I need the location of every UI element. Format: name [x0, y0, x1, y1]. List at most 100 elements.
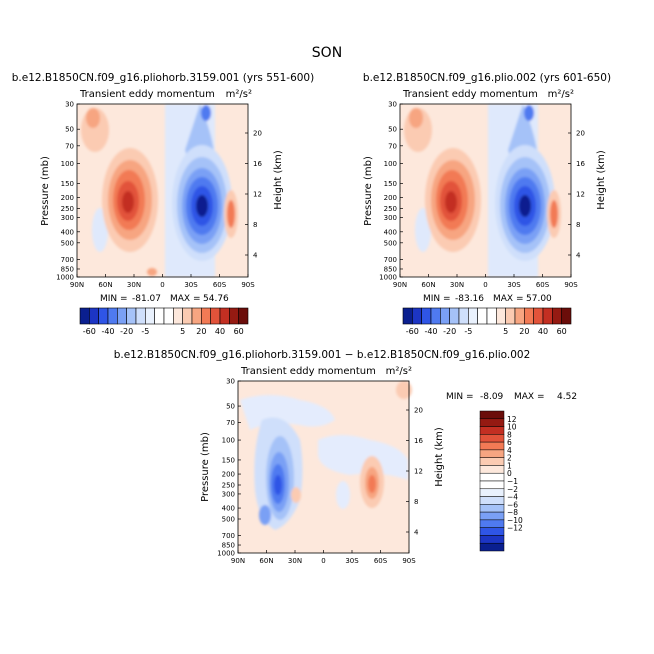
colorbar-swatch: [89, 307, 99, 325]
x-tick-label: 0: [321, 557, 325, 565]
page-title: SON: [312, 45, 342, 61]
right-tick-label: 8: [576, 221, 580, 229]
colorbar-swatch: [552, 307, 562, 325]
right-tick-label: 20: [576, 130, 585, 138]
colorbar-label: 60: [557, 327, 567, 336]
y-tick-label: 200: [222, 471, 235, 479]
y-tick-label: 250: [222, 482, 235, 490]
colorbar-label: −12: [507, 524, 523, 533]
colorbar-label: −8: [507, 508, 518, 517]
colorbar-label: −2: [507, 485, 518, 494]
colorbar-swatch: [479, 519, 505, 528]
panel-difference-subtitle: Transient eddy momentum: [240, 366, 376, 377]
panel-difference: b.e12.B1850CN.f09_g16.pliohorb.3159.001 …: [114, 349, 577, 565]
right-tick-label: 12: [253, 191, 262, 199]
x-tick-label: 30N: [127, 281, 141, 289]
x-tick-label: 30S: [345, 557, 359, 565]
y-tick-label: 50: [226, 403, 235, 411]
colorbar-swatch: [479, 527, 505, 536]
y-tick-label: 150: [384, 180, 397, 188]
panel-right-max-value: 57.00: [526, 294, 552, 304]
panel-right-max-label: MAX =: [493, 294, 524, 304]
colorbar-swatch: [479, 504, 505, 513]
panel-left-small-positive: [147, 268, 157, 276]
colorbar-label: 1: [507, 461, 512, 470]
right-tick-label: 4: [414, 529, 419, 537]
colorbar-swatch: [496, 307, 506, 325]
colorbar-swatch: [201, 307, 211, 325]
right-tick-label: 4: [253, 252, 258, 260]
colorbar-swatch: [514, 307, 525, 325]
right-tick-label: 8: [253, 221, 257, 229]
colorbar-label: 10: [507, 423, 517, 432]
y-tick-label: 400: [384, 228, 397, 236]
x-tick-label: 90S: [564, 281, 578, 289]
colorbar-swatch: [479, 465, 505, 474]
panel-right-ylabel: Pressure (mb): [363, 156, 374, 226]
colorbar-label: -20: [120, 327, 133, 336]
colorbar-swatch: [402, 307, 413, 325]
y-tick-label: 700: [61, 256, 74, 264]
x-tick-label: 90N: [70, 281, 84, 289]
y-tick-label: 70: [388, 142, 397, 150]
right-tick-label: 4: [576, 252, 581, 260]
colorbar-swatch: [449, 307, 460, 325]
colorbar-swatch: [479, 410, 505, 420]
colorbar-label: 40: [538, 327, 548, 336]
colorbar-top-left: -60 -40 -20 -5 5 20 40 60: [79, 307, 249, 336]
colorbar-swatch: [468, 307, 478, 325]
colorbar-swatch: [126, 307, 137, 325]
x-tick-label: 60S: [213, 281, 227, 289]
right-tick-label: 16: [576, 160, 585, 168]
panel-left-min-label: MIN =: [100, 294, 128, 304]
colorbar-label: −4: [507, 493, 518, 502]
x-tick-label: 30N: [450, 281, 464, 289]
x-tick-label: 0: [160, 281, 164, 289]
colorbar-swatch: [440, 307, 450, 325]
panel-difference-ylabel: Pressure (mb): [200, 432, 211, 502]
panel-difference-small-positive: [291, 487, 301, 503]
colorbar-swatch: [229, 307, 239, 325]
colorbar-swatch: [479, 496, 505, 505]
colorbar-swatch: [163, 307, 174, 325]
y-tick-label: 700: [222, 532, 235, 540]
colorbar-label: -5: [464, 327, 472, 336]
colorbar-label: 60: [234, 327, 244, 336]
panel-difference-corner-positive: [396, 381, 412, 399]
panel-right-secondary-positive-core: [550, 200, 558, 228]
x-tick-label: 60S: [536, 281, 550, 289]
panel-difference-weak-negative-mid: [318, 435, 408, 480]
colorbar-label: 5: [503, 327, 508, 336]
colorbar-swatch: [479, 488, 505, 497]
x-tick-label: 90N: [231, 557, 245, 565]
y-tick-label: 250: [384, 205, 397, 213]
colorbar-swatch: [479, 542, 505, 552]
panel-right-subtitle: Transient eddy momentum: [402, 89, 538, 100]
colorbar-swatch: [486, 307, 497, 325]
panel-right: b.e12.B1850CN.f09_g16.plio.002 (yrs 601-…: [363, 72, 611, 304]
colorbar-swatch: [479, 480, 505, 490]
panel-difference-title: b.e12.B1850CN.f09_g16.pliohorb.3159.001 …: [114, 349, 531, 361]
y-tick-label: 100: [384, 160, 397, 168]
colorbar-label: −10: [507, 516, 523, 525]
panel-left: b.e12.B1850CN.f09_g16.pliohorb.3159.001 …: [12, 72, 314, 304]
y-tick-label: 300: [384, 214, 397, 222]
panel-difference-negative-min: [274, 475, 282, 495]
colorbar-swatch: [479, 449, 505, 458]
colorbar-label: -60: [83, 327, 96, 336]
panel-right-plot: 90N 60N 30N 0 30S 60S 90S 30 50 70 100 150 200 25030…: [379, 101, 585, 290]
y-tick-label: 300: [222, 490, 235, 498]
x-tick-label: 30S: [184, 281, 198, 289]
colorbar-label: −1: [507, 477, 518, 486]
colorbar-swatch: [479, 418, 505, 427]
x-tick-label: 90S: [241, 281, 255, 289]
colorbar-label: -60: [406, 327, 419, 336]
colorbar-label: 4: [507, 446, 512, 455]
colorbar-swatch: [524, 307, 534, 325]
colorbar-swatch: [479, 426, 505, 435]
x-tick-label: 30N: [288, 557, 302, 565]
colorbar-swatch: [238, 307, 249, 325]
panel-right-positive-max: [445, 191, 457, 213]
colorbar-top-right: -60 -40 -20 -5 5 20 40 60: [402, 307, 572, 336]
y-tick-label: 850: [222, 542, 235, 550]
